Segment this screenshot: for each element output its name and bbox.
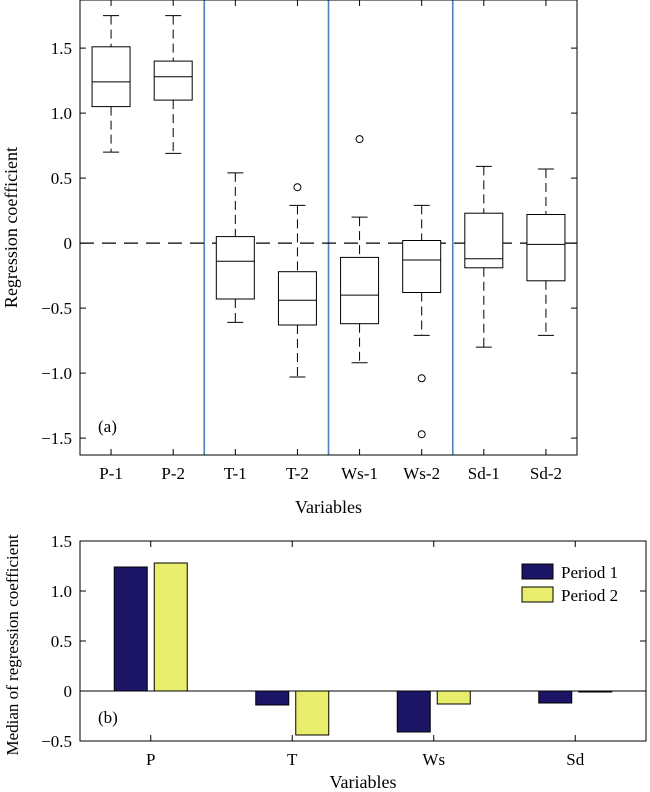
y-tick-label: 1.0 <box>51 582 72 601</box>
y-tick-label: −1.0 <box>41 364 72 383</box>
box-iqr <box>526 214 566 282</box>
box-iqr <box>215 236 255 300</box>
box-iqr <box>340 256 380 325</box>
box-Sd-1 <box>464 165 504 348</box>
box-iqr <box>402 240 442 293</box>
bar-T-series-2 <box>295 690 330 736</box>
y-axis-label: Regression coefficient <box>1 147 21 308</box>
y-tick-label: 0 <box>64 234 73 253</box>
y-tick-label: 0 <box>64 682 73 701</box>
outlier-point <box>417 430 426 439</box>
box-Sd-2 <box>526 168 566 336</box>
x-tick-label: Ws-1 <box>341 464 378 483</box>
y-tick-label: 1.5 <box>51 39 72 58</box>
bar-T-series-1 <box>255 690 290 706</box>
y-axis-label: Median of regression coefficient <box>3 534 22 755</box>
y-tick-label: −0.5 <box>41 299 72 318</box>
x-tick-label: Sd-2 <box>530 464 562 483</box>
legend-swatch <box>521 586 554 603</box>
y-tick-label: 1.5 <box>51 532 72 551</box>
box-T-1 <box>215 172 255 323</box>
group-dividers <box>203 0 454 455</box>
x-tick-label: P-1 <box>99 464 123 483</box>
y-tick-label: −0.5 <box>41 732 72 751</box>
x-axis-ticks: P T Ws Sd <box>146 541 585 769</box>
bar-Ws-series-2 <box>436 690 471 705</box>
plot-frame <box>79 0 578 456</box>
x-tick-label: P-2 <box>161 464 185 483</box>
x-axis-label: Variables <box>295 497 362 517</box>
box-iqr <box>277 271 317 326</box>
y-tick-label: 1.0 <box>51 104 72 123</box>
box-iqr <box>153 60 193 101</box>
box-Ws-2 <box>402 204 442 439</box>
box-P-1 <box>91 15 131 153</box>
boxplot-boxes <box>91 15 566 439</box>
y-tick-label: −1.5 <box>41 429 72 448</box>
legend-label: Period 2 <box>561 586 618 605</box>
box-iqr <box>91 46 131 108</box>
x-axis-ticks: P-1 P-2 T-1 T-2 Ws-1 Ws-2 Sd-1 Sd-2 <box>99 0 562 483</box>
outlier-point <box>293 183 302 192</box>
y-tick-label: 0.5 <box>51 169 72 188</box>
box-Ws-1 <box>340 135 380 364</box>
x-tick-label: Sd <box>566 750 584 769</box>
boxplot-panel: 1.5 1.0 0.5 0 −0.5 −1.0 −1.5 P-1 P-2 T-1 T-2 Ws-1 W… <box>1 0 578 517</box>
x-tick-label: T <box>287 750 298 769</box>
y-axis-ticks: 1.5 1.0 0.5 0 −0.5 <box>41 532 646 751</box>
panel-label: (b) <box>98 708 118 727</box>
bar-P-series-2 <box>153 562 188 692</box>
box-iqr <box>464 212 504 269</box>
bar-series <box>113 562 613 736</box>
x-tick-label: P <box>146 750 155 769</box>
legend-label: Period 1 <box>561 563 618 582</box>
x-tick-label: T-1 <box>224 464 247 483</box>
x-tick-label: Ws <box>422 750 445 769</box>
box-P-2 <box>153 15 193 154</box>
bar-Ws-series-1 <box>396 690 431 733</box>
x-tick-label: Sd-1 <box>468 464 500 483</box>
bar-panel: 1.5 1.0 0.5 0 −0.5 P T Ws Sd Period 1 Period 2 (… <box>3 532 647 792</box>
bar-P-series-1 <box>113 566 148 692</box>
box-T-2 <box>277 183 317 378</box>
outlier-point <box>417 374 426 383</box>
outlier-point <box>355 135 364 144</box>
y-tick-label: 0.5 <box>51 632 72 651</box>
y-axis-ticks: 1.5 1.0 0.5 0 −0.5 −1.0 −1.5 <box>41 39 577 448</box>
legend: Period 1 Period 2 <box>521 563 618 605</box>
bar-Sd-series-1 <box>538 690 573 704</box>
legend-swatch <box>521 563 554 580</box>
x-tick-label: Ws-2 <box>403 464 440 483</box>
x-tick-label: T-2 <box>286 464 309 483</box>
panel-label: (a) <box>98 417 117 436</box>
x-axis-label: Variables <box>330 772 397 792</box>
